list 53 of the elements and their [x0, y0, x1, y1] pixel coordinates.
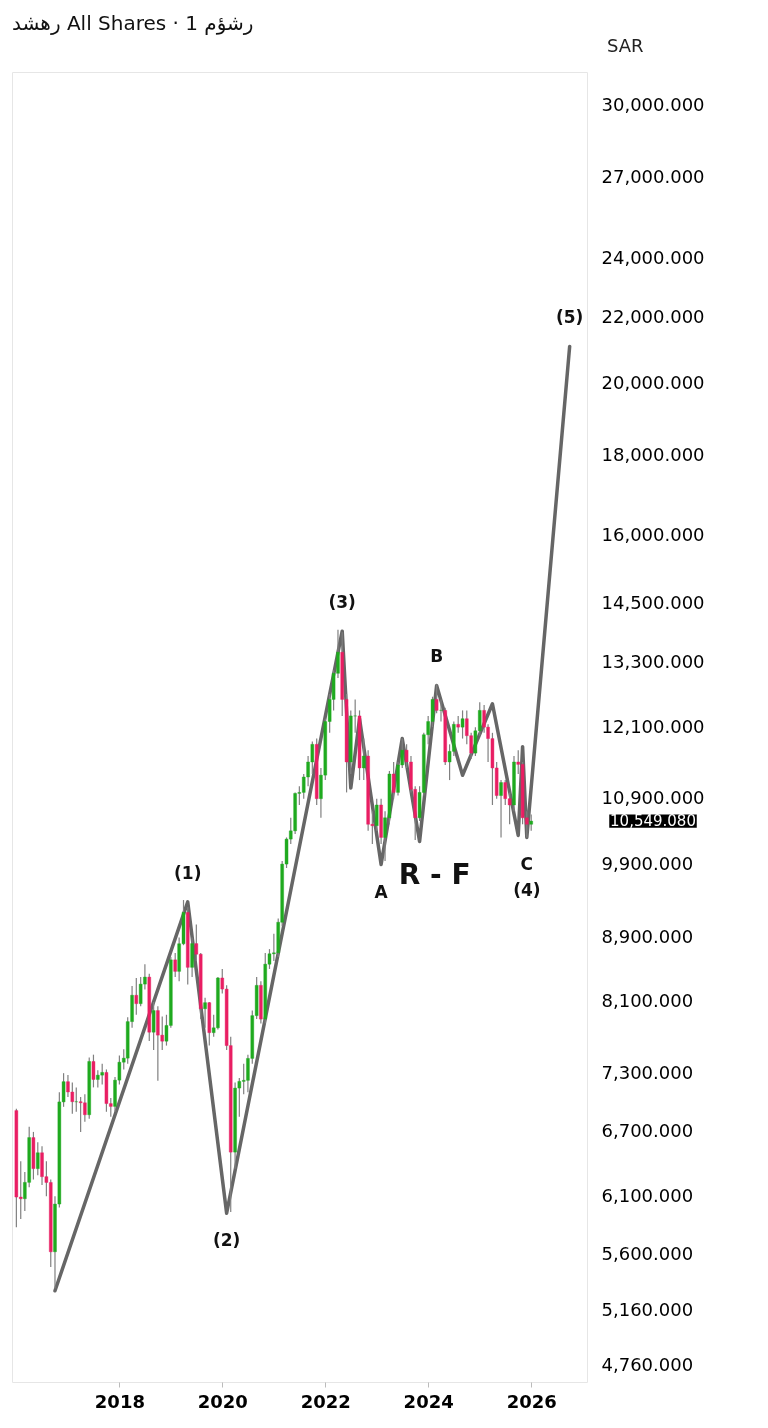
annotation: (5) — [555, 307, 584, 328]
x-tick-label: 2018 — [94, 1390, 145, 1412]
candlestick — [151, 1001, 156, 1051]
y-tick-label: 5,160.000 — [601, 1299, 694, 1321]
candlestick — [203, 997, 207, 1029]
candlestick — [134, 977, 138, 1016]
y-tick-label: 20,000.000 — [601, 371, 705, 393]
y-tick-label: 10,900.000 — [601, 787, 705, 809]
y-tick-label: 6,100.000 — [601, 1184, 694, 1206]
candlestick — [190, 936, 194, 978]
annotation: B — [430, 646, 444, 667]
candlestick — [375, 798, 379, 832]
y-tick-label: 27,000.000 — [601, 166, 705, 188]
x-tick-label: 2022 — [300, 1390, 351, 1412]
y-tick-label: 22,000.000 — [601, 306, 705, 328]
candlestick — [66, 1074, 70, 1098]
text: 10,549.080 — [610, 812, 696, 831]
x-tick-label: 2020 — [197, 1390, 248, 1412]
y-tick-label: 13,300.000 — [601, 650, 705, 672]
annotation: R - F — [398, 858, 471, 892]
candlestick — [391, 761, 396, 800]
text: SAR — [607, 35, 644, 56]
y-tick-label: 8,100.000 — [601, 990, 694, 1012]
y-tick-label: 5,600.000 — [601, 1243, 694, 1265]
x-tick-label: 2026 — [506, 1390, 557, 1412]
y-tick-label: 14,500.000 — [601, 591, 705, 613]
candlestick — [36, 1141, 40, 1176]
annotation: (3) — [328, 592, 356, 613]
y-tick-label: 9,900.000 — [601, 853, 694, 875]
candlestick — [173, 952, 177, 978]
y-tick-label: 30,000.000 — [601, 93, 705, 115]
annotation: (4) — [513, 880, 541, 901]
y-tick-label: 4,760.000 — [601, 1354, 694, 1376]
y-tick-label: 6,700.000 — [601, 1120, 694, 1142]
y-tick-label: 12,100.000 — [601, 715, 705, 737]
annotation: C — [520, 854, 534, 875]
y-tick-label: 18,000.000 — [601, 443, 705, 465]
chart-title: رهشد All Shares · 1 رشؤم — [12, 11, 254, 35]
y-tick-label: 16,000.000 — [601, 524, 705, 546]
candlestick — [499, 779, 503, 839]
candlestick — [91, 1054, 96, 1088]
candlestick — [362, 737, 366, 781]
y-tick-label: 7,300.000 — [601, 1061, 694, 1083]
x-tick-label: 2024 — [403, 1390, 454, 1412]
candlestick — [439, 698, 443, 723]
annotation: (2) — [212, 1230, 241, 1251]
candlestick — [460, 709, 465, 740]
annotation: (1) — [174, 862, 202, 883]
y-tick-label: 24,000.000 — [601, 246, 705, 268]
y-tick-label: 8,900.000 — [601, 925, 694, 947]
annotation: A — [374, 881, 389, 902]
candlestick — [74, 1086, 78, 1113]
candlestick — [100, 1063, 104, 1086]
